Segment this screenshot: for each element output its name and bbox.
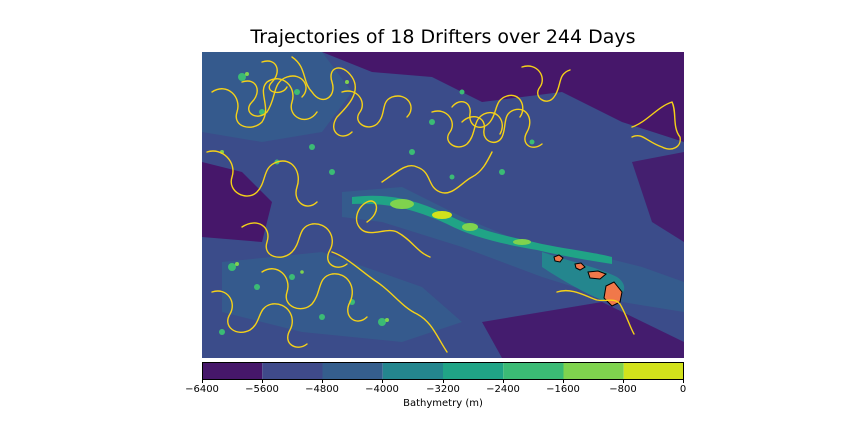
tick-mark <box>322 380 323 383</box>
tick-mark <box>623 380 624 383</box>
colorbar-segment-4 <box>382 362 443 380</box>
colorbar-segment-7 <box>563 362 624 380</box>
tick-label: −2400 <box>486 384 520 395</box>
colorbar-ticks: −6400 −5600 −4800 −4000 −3200 −2400 −160… <box>185 380 687 396</box>
trajectory-5 <box>261 60 288 94</box>
tick-mark <box>202 380 203 383</box>
trajectory-6 <box>341 90 412 128</box>
trajectory-9 <box>461 108 543 148</box>
trajectory-8 <box>451 94 524 128</box>
trajectory-14 <box>241 222 348 268</box>
tick-mark <box>683 380 684 383</box>
tick-label: −800 <box>609 384 637 395</box>
colorbar-label: Bathymetry (m) <box>403 398 483 409</box>
tick-label: −3200 <box>426 384 460 395</box>
colorbar-segment-5 <box>443 362 504 380</box>
tick-label: −4800 <box>305 384 339 395</box>
trajectory-13 <box>355 200 431 258</box>
tick-label: −5600 <box>245 384 279 395</box>
tick-mark <box>563 380 564 383</box>
trajectory-10 <box>521 65 571 102</box>
tick-mark <box>503 380 504 383</box>
island-kauai <box>553 254 564 263</box>
tick-label: −6400 <box>185 384 219 395</box>
colorbar-frame <box>202 362 684 380</box>
tick-label: −1600 <box>546 384 580 395</box>
colorbar-segment-8 <box>623 362 684 380</box>
trajectory-12 <box>381 151 493 194</box>
trajectory-1 <box>211 78 318 128</box>
tick-mark <box>382 380 383 383</box>
ridge-south <box>222 252 462 342</box>
colorbar-segment-1 <box>202 362 263 380</box>
abyss-east <box>632 152 684 242</box>
trajectory-15 <box>261 268 368 322</box>
chart-title: Trajectories of 18 Drifters over 244 Day… <box>250 26 636 48</box>
shallow-spots <box>219 73 565 335</box>
trajectory-4 <box>206 150 318 207</box>
colorbar-segment-6 <box>503 362 564 380</box>
seamount-bright-3 <box>462 223 478 231</box>
abyss-west <box>202 162 272 242</box>
abyss-south <box>482 302 684 358</box>
tick-mark <box>443 380 444 383</box>
drifter-trajectories <box>206 56 681 353</box>
seamount-bright-1 <box>390 199 414 209</box>
trajectory-11 <box>631 101 681 150</box>
tick-mark <box>262 380 263 383</box>
island-oahu <box>574 262 586 271</box>
colorbar-segment-3 <box>322 362 383 380</box>
island-maui-group <box>587 270 607 280</box>
bathymetry-map <box>202 52 684 358</box>
colorbar-segment-2 <box>262 362 323 380</box>
hawaiian-ridge <box>542 252 625 301</box>
trajectory-17 <box>331 251 448 353</box>
tick-label: 0 <box>679 384 687 395</box>
trajectory-2 <box>241 75 307 117</box>
trajectory-18 <box>556 290 635 335</box>
trajectory-16 <box>211 290 308 348</box>
seamount-bright-2 <box>432 211 452 219</box>
seamount-bright-4 <box>513 239 531 245</box>
trajectory-3 <box>291 56 356 137</box>
colorbar <box>202 362 684 380</box>
seamount-chain <box>352 195 612 264</box>
tick-label: −4000 <box>365 384 399 395</box>
